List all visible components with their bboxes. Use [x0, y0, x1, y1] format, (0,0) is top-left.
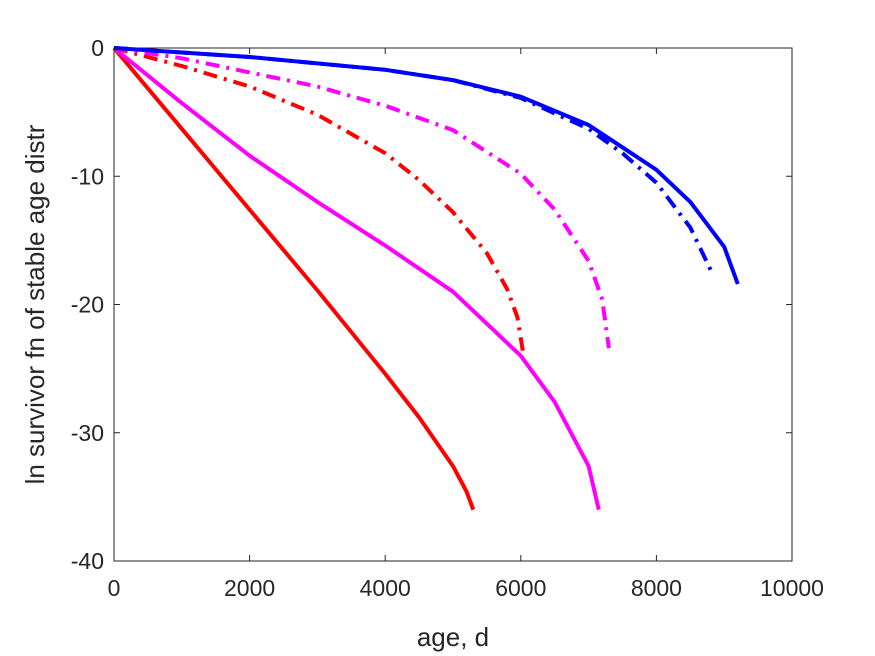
y-tick-label: -40	[71, 548, 104, 574]
series-line-2	[112, 46, 601, 511]
x-tick-label: 6000	[495, 575, 546, 601]
series-layer	[112, 46, 740, 511]
x-tick-label: 4000	[360, 575, 411, 601]
axes-layer: 0 2000 4000 6000 8000 10000 0 -10 -20 -30 -40	[71, 35, 824, 601]
series-line-1	[112, 46, 476, 511]
plot-area	[113, 47, 793, 562]
series-line-6	[113, 46, 713, 271]
series-line-5	[113, 46, 740, 285]
y-axis-title: ln survivor fn of stable age distr	[20, 124, 50, 484]
y-tick-label: -10	[71, 163, 104, 189]
x-axis-title: age, d	[417, 622, 489, 652]
series-line-3	[113, 46, 525, 352]
y-tick-label: -30	[71, 420, 104, 446]
x-tick-label: 0	[108, 575, 121, 601]
series-line-4	[113, 46, 611, 349]
x-tick-label: 10000	[760, 575, 824, 601]
x-tick-label: 2000	[224, 575, 275, 601]
x-tick-label: 8000	[631, 575, 682, 601]
y-tick-label: -20	[71, 292, 104, 318]
y-tick-label: 0	[91, 35, 104, 61]
